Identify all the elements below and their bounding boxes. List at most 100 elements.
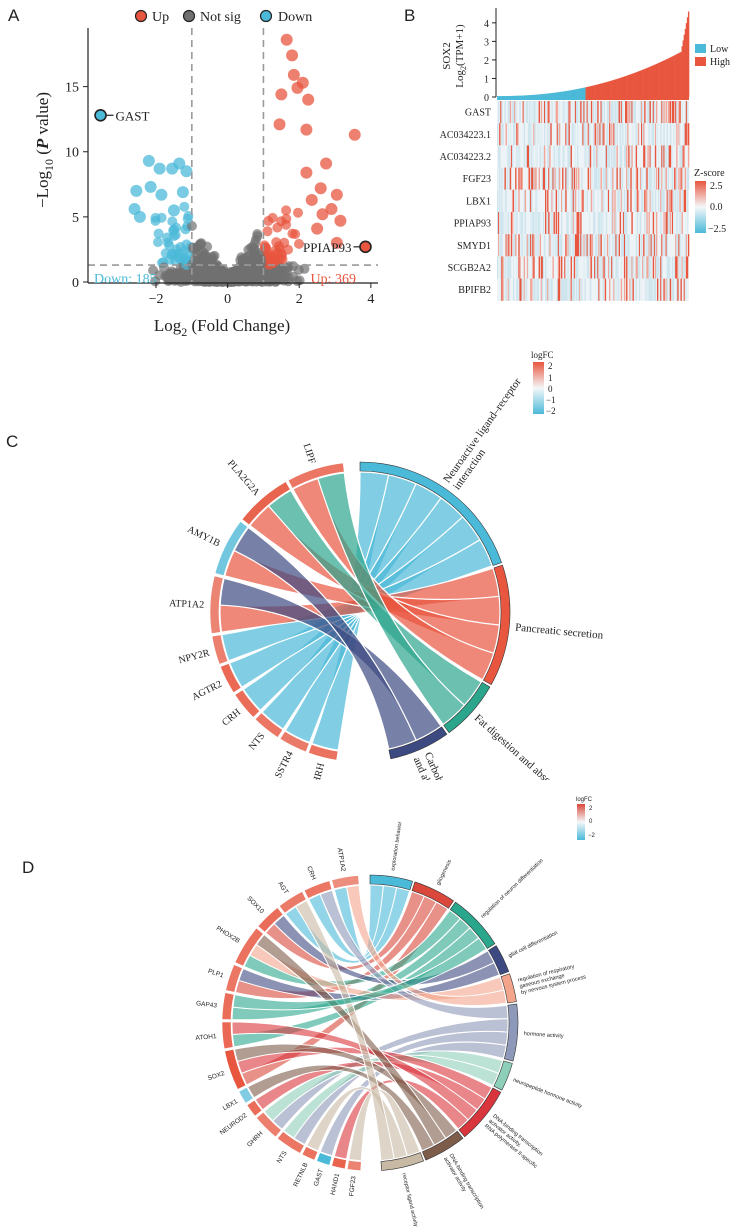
- heatmap-cell: [543, 145, 546, 168]
- heatmap-cell: [646, 234, 648, 257]
- heatmap-cell: [537, 278, 539, 301]
- expression-bar: [503, 96, 505, 97]
- heatmap-cell: [588, 234, 591, 257]
- heatmap-cell: [621, 123, 624, 146]
- volcano-point: [302, 93, 315, 106]
- heatmap-cell: [616, 123, 618, 146]
- heatmap-cell: [540, 123, 543, 146]
- expression-bar: [606, 81, 609, 97]
- term-label-group: neuropeptide hormone activity: [512, 1077, 583, 1110]
- heatmap-cell: [634, 189, 636, 212]
- gene-label: GHRH: [246, 1130, 265, 1149]
- expression-bar: [586, 86, 588, 97]
- gene-label-group: ATOH1: [195, 1033, 217, 1042]
- volcano-point: [260, 268, 270, 279]
- heatmap-cell: [567, 123, 569, 146]
- heatmap-cell: [617, 278, 619, 301]
- heatmap-cell: [620, 234, 623, 257]
- heatmap-cell: [555, 234, 558, 257]
- heatmap-cell: [614, 189, 616, 212]
- heatmap-cell: [531, 212, 533, 235]
- heatmap-cell: [620, 189, 623, 212]
- expression-bar: [519, 95, 521, 97]
- heatmap-cell: [652, 101, 655, 124]
- heatmap-cell: [557, 145, 560, 168]
- expression-bar: [643, 69, 645, 97]
- volcano-point: [162, 232, 172, 243]
- heatmap-cell: [609, 145, 611, 168]
- heatmap-cell: [513, 189, 515, 212]
- heatmap-cell: [648, 234, 650, 257]
- expression-bar: [626, 75, 628, 97]
- row-label: AC034223.2: [440, 152, 491, 163]
- heatmap-cell: [647, 101, 649, 124]
- expression-bar: [612, 80, 614, 97]
- heatmap-cell: [578, 189, 580, 212]
- volcano-point: [288, 261, 299, 272]
- heatmap-cell: [676, 278, 678, 301]
- heatmap-cell: [652, 189, 655, 212]
- heatmap-cell: [523, 101, 526, 124]
- volcano-point: [174, 253, 185, 264]
- heatmap-cell: [582, 101, 584, 124]
- heatmap-cell: [683, 189, 686, 212]
- heatmap-cell: [513, 278, 515, 301]
- heatmap-cell: [515, 167, 517, 190]
- heatmap-cell: [651, 278, 654, 301]
- legend-high-label: High: [710, 57, 730, 68]
- heatmap-cell: [577, 145, 579, 168]
- heatmap-cell: [615, 278, 617, 301]
- heatmap-cell: [635, 167, 638, 190]
- heatmap-cell: [565, 278, 567, 301]
- heatmap-cell: [578, 212, 580, 235]
- logfc-tick-neg2: −2: [546, 406, 556, 416]
- heatmap-cell: [578, 256, 580, 279]
- heatmap-cell: [571, 101, 574, 124]
- heatmap-cell: [669, 189, 672, 212]
- heatmap-cell: [628, 145, 630, 168]
- heatmap-cell: [557, 123, 560, 146]
- expression-bar: [531, 94, 533, 97]
- term-label-group: Carbohydrate digestand absorption: [411, 750, 469, 780]
- heatmap-cell: [685, 234, 688, 257]
- heatmap-cell: [598, 234, 600, 257]
- heatmap-cell: [570, 256, 572, 279]
- heatmap-cell: [556, 278, 559, 301]
- gene-arc: [346, 1160, 362, 1172]
- volcano-point: [275, 88, 288, 101]
- heatmap-cell: [514, 101, 516, 124]
- heatmap-cell: [630, 167, 632, 190]
- heatmap-cell: [662, 101, 664, 124]
- expression-bar: [505, 96, 507, 97]
- heatmap-cell: [531, 256, 533, 279]
- expression-bar: [568, 90, 570, 97]
- heatmap-cell: [564, 256, 566, 279]
- heatmap-cell: [674, 256, 676, 279]
- gene-arc: [277, 1131, 305, 1154]
- legend-notsig-label: Not sig: [200, 10, 241, 25]
- heatmap-cell: [507, 123, 510, 146]
- gene-label: ATP1A2: [169, 598, 205, 611]
- logfc-tick-2: 2: [548, 361, 553, 371]
- volcano-point: [153, 237, 163, 248]
- heatmap-cell: [557, 256, 560, 279]
- heatmap-cell: [532, 123, 534, 146]
- heatmap-cell: [616, 234, 618, 257]
- heatmap-cell: [582, 189, 584, 212]
- heatmap-cell: [613, 123, 615, 146]
- heatmap-cell: [602, 256, 604, 279]
- heatmap-cell: [652, 234, 655, 257]
- heatmap-cell: [549, 123, 551, 146]
- gene-label-group: ATP1A2: [336, 847, 347, 872]
- heatmap-cell: [687, 167, 690, 190]
- heatmap-cell: [674, 123, 676, 146]
- expression-bar: [662, 60, 664, 97]
- heatmap-cell: [558, 278, 561, 301]
- heatmap-cell: [538, 167, 540, 190]
- heatmap-cell: [565, 256, 567, 279]
- gene-label: ATOH1: [195, 1033, 217, 1042]
- heatmap-cell: [647, 234, 649, 257]
- heatmap-cell: [665, 101, 667, 124]
- heatmap-cell: [625, 145, 627, 168]
- heatmap-cell: [682, 167, 684, 190]
